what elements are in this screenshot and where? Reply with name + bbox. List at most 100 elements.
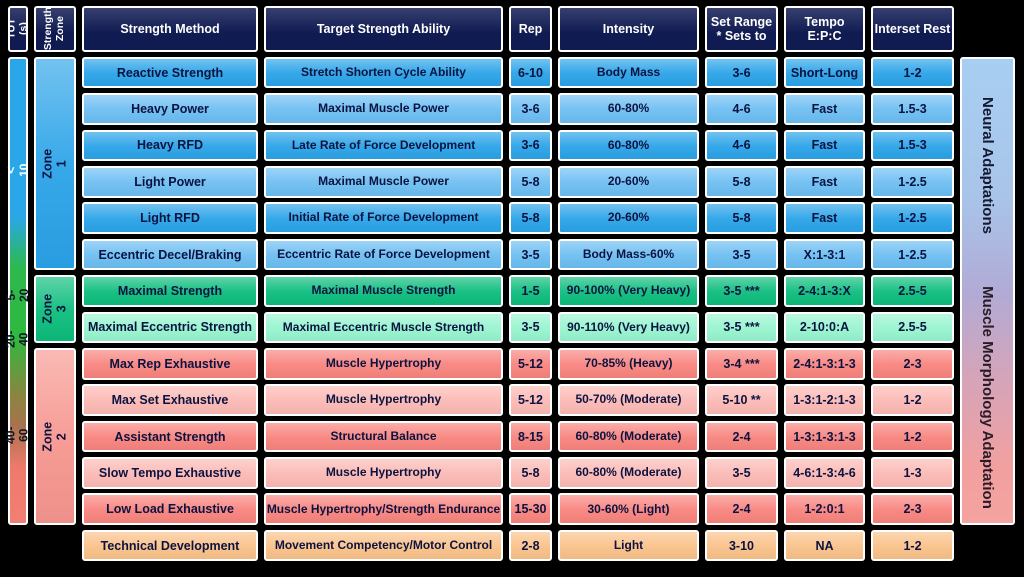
- cell-interset-rest: 2-3: [871, 347, 954, 380]
- cell-target: Muscle Hypertrophy: [264, 457, 503, 489]
- cell-rep: 5-12: [509, 347, 552, 380]
- zone-3-cell: Zone 3: [34, 275, 76, 344]
- cell-interset-rest: 1-2.5: [871, 202, 954, 234]
- cell-rep: 3-5: [509, 311, 552, 344]
- neural-adaptations-label: Neural Adaptations: [979, 97, 996, 235]
- cell-method: Light Power: [82, 165, 258, 198]
- cell-set-range: 5-8: [705, 165, 778, 198]
- cell-target: Eccentric Rate of Force Development: [264, 238, 503, 271]
- cell-target: Stretch Shorten Cycle Ability: [264, 56, 503, 89]
- col-header-rep: Rep: [509, 6, 552, 52]
- cell-tempo: X:1-3:1: [784, 238, 865, 271]
- cell-interset-rest: 2.5-5: [871, 311, 954, 344]
- cell-method: Heavy Power: [82, 93, 258, 125]
- cell-interset-rest: 1-2.5: [871, 165, 954, 198]
- cell-interset-rest: 1-3: [871, 457, 954, 489]
- cell-target: Late Rate of Force Development: [264, 129, 503, 162]
- cell-rep: 6-10: [509, 56, 552, 89]
- cell-target: Maximal Muscle Strength: [264, 275, 503, 307]
- cell-target: Muscle Hypertrophy: [264, 384, 503, 416]
- cell-intensity: Body Mass: [558, 56, 699, 89]
- cell-interset-rest: 1-2: [871, 56, 954, 89]
- cell-interset-rest: 1-2: [871, 384, 954, 416]
- cell-rep: 1-5: [509, 275, 552, 307]
- cell-rep: 5-8: [509, 165, 552, 198]
- col-header-strength-zone: Strength Zone: [34, 6, 76, 52]
- cell-method: Eccentric Decel/Braking: [82, 238, 258, 271]
- zone-1-cell: Zone 1: [34, 56, 76, 271]
- cell-intensity: 50-70% (Moderate): [558, 384, 699, 416]
- cell-intensity: Body Mass-60%: [558, 238, 699, 271]
- cell-interset-rest: 2.5-5: [871, 275, 954, 307]
- cell-intensity: 60-80% (Moderate): [558, 457, 699, 489]
- cell-set-range: 3-5: [705, 238, 778, 271]
- cell-rep: 2-8: [509, 529, 552, 562]
- col-header-target-strength-ability: Target Strength Ability: [264, 6, 503, 52]
- cell-rep: 3-5: [509, 238, 552, 271]
- zone-2-label: Zone 2: [40, 421, 68, 452]
- col-header-set-range: Set Range * Sets to: [705, 6, 778, 52]
- cell-target: Muscle Hypertrophy/Strength Endurance: [264, 493, 503, 526]
- cell-rep: 5-12: [509, 384, 552, 416]
- cell-rep: 3-6: [509, 93, 552, 125]
- cell-method: Maximal Eccentric Strength: [82, 311, 258, 344]
- cell-tempo: Fast: [784, 93, 865, 125]
- cell-interset-rest: 2-3: [871, 493, 954, 526]
- cell-interset-rest: 1.5-3: [871, 93, 954, 125]
- col-header-strength-zone-label: Strength Zone: [42, 7, 67, 51]
- tut-scale-label-text: 40-60: [3, 426, 31, 444]
- cell-tempo: 1-3:1-3:1-3: [784, 420, 865, 453]
- cell-set-range: 4-6: [705, 129, 778, 162]
- cell-intensity: 70-85% (Heavy): [558, 347, 699, 380]
- col-header-strength-method: Strength Method: [82, 6, 258, 52]
- cell-tempo: Fast: [784, 202, 865, 234]
- cell-method: Maximal Strength: [82, 275, 258, 307]
- strength-methods-table: TUT (s) Strength Zone Strength Method Ta…: [3, 6, 1015, 562]
- cell-set-range: 3-5 ***: [705, 275, 778, 307]
- col-header-tut-label: TUT (s): [8, 18, 28, 40]
- cell-tempo: 1-2:0:1: [784, 493, 865, 526]
- cell-set-range: 3-6: [705, 56, 778, 89]
- cell-method: Reactive Strength: [82, 56, 258, 89]
- cell-set-range: 2-4: [705, 493, 778, 526]
- cell-tempo: 2-4:1-3:1-3: [784, 347, 865, 380]
- cell-rep: 5-8: [509, 457, 552, 489]
- tut-scale-label-text: 5-20: [3, 288, 31, 303]
- cell-set-range: 5-10 **: [705, 384, 778, 416]
- muscle-morphology-label: Muscle Morphology Adaptation: [979, 286, 996, 510]
- tut-scale-label-text: < 10: [3, 163, 31, 177]
- cell-intensity: 30-60% (Light): [558, 493, 699, 526]
- col-header-tempo: Tempo E:P:C: [784, 6, 865, 52]
- cell-target: Maximal Muscle Power: [264, 93, 503, 125]
- cell-intensity: 60-80% (Moderate): [558, 420, 699, 453]
- cell-interset-rest: 1-2: [871, 420, 954, 453]
- cell-tempo: Fast: [784, 165, 865, 198]
- cell-intensity: 90-110% (Very Heavy): [558, 311, 699, 344]
- cell-tempo: 4-6:1-3:4-6: [784, 457, 865, 489]
- cell-set-range: 2-4: [705, 420, 778, 453]
- col-header-interset-rest: Interset Rest: [871, 6, 954, 52]
- cell-interset-rest: 1.5-3: [871, 129, 954, 162]
- muscle-morphology-section: Muscle Morphology Adaptation: [962, 272, 1013, 523]
- cell-intensity: 20-60%: [558, 202, 699, 234]
- cell-rep: 3-6: [509, 129, 552, 162]
- cell-target: Maximal Eccentric Muscle Strength: [264, 311, 503, 344]
- cell-set-range: 4-6: [705, 93, 778, 125]
- cell-set-range: 3-10: [705, 529, 778, 562]
- cell-target: Maximal Muscle Power: [264, 165, 503, 198]
- cell-target: Structural Balance: [264, 420, 503, 453]
- cell-target: Muscle Hypertrophy: [264, 347, 503, 380]
- cell-intensity: 60-80%: [558, 129, 699, 162]
- cell-rep: 8-15: [509, 420, 552, 453]
- cell-tempo: NA: [784, 529, 865, 562]
- cell-interset-rest: 1-2: [871, 529, 954, 562]
- cell-set-range: 3-5: [705, 457, 778, 489]
- cell-intensity: Light: [558, 529, 699, 562]
- cell-target: Initial Rate of Force Development: [264, 202, 503, 234]
- cell-method: Heavy RFD: [82, 129, 258, 162]
- cell-set-range: 3-5 ***: [705, 311, 778, 344]
- cell-method: Max Rep Exhaustive: [82, 347, 258, 380]
- cell-method: Technical Development: [82, 529, 258, 562]
- cell-intensity: 90-100% (Very Heavy): [558, 275, 699, 307]
